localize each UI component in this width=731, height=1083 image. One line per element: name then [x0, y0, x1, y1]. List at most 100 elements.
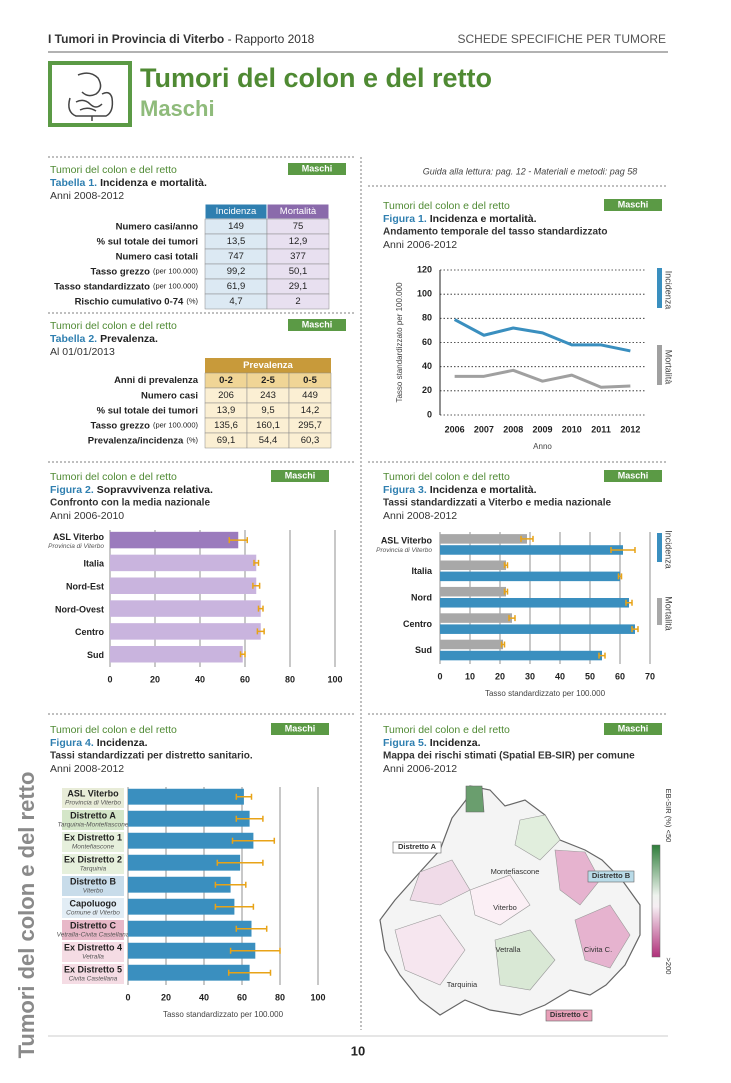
caption: Figura 1. Incidenza e mortalità. [383, 213, 537, 225]
bar [128, 876, 231, 893]
category-note: Civita Castellana [69, 976, 118, 983]
category-label: Ex Distretto 1 [64, 832, 122, 842]
row-label: Rischio cumulativo 0-74 (%) [75, 296, 199, 307]
district-box [545, 1009, 593, 1022]
legend-label: Mortalità [664, 596, 674, 631]
section-label: Tumori del colon e del retto [50, 164, 177, 176]
x-tick-label: 60 [240, 674, 250, 684]
bar [440, 624, 635, 634]
row-label-note: (per 100.000) [153, 281, 199, 290]
y-tick-label: 0 [427, 409, 432, 419]
category-label: Distretto A [70, 810, 116, 820]
cell: 54,4 [259, 435, 278, 446]
x-tick-label: 0 [107, 674, 112, 684]
label-bg [62, 964, 124, 984]
cell: 149 [228, 221, 244, 232]
badge-label: Maschi [618, 199, 649, 209]
category-label: Italia [83, 559, 105, 569]
label-bg [62, 876, 124, 896]
error-bar [253, 559, 260, 566]
cell: 99,2 [227, 266, 246, 277]
category-note: Comune di Viterbo [66, 910, 120, 917]
category-label: ASL Viterbo [53, 532, 105, 542]
y-tick-label: 20 [422, 385, 432, 395]
caption-title: Incidenza. [97, 737, 148, 749]
label-bg [62, 832, 124, 852]
badge [604, 723, 662, 735]
header-bold: I Tumori in Provincia di Viterbo [48, 32, 224, 46]
category-note: Provincia di Viterbo [376, 547, 432, 554]
x-tick-label: 2011 [591, 424, 611, 434]
category-label: Ex Distretto 2 [64, 854, 122, 864]
badge [604, 199, 662, 211]
row-label-text: % sul totale dei tumori [97, 405, 198, 416]
badge-label: Maschi [302, 163, 333, 173]
bar [110, 645, 243, 663]
row-label: Prevalenza/incidenza (%) [88, 435, 199, 446]
row-label-note: (per 100.000) [153, 420, 199, 429]
municipality [514, 814, 561, 861]
caption-title: Sopravvivenza relativa. [97, 484, 213, 496]
bar [128, 854, 241, 871]
error-bar [257, 605, 264, 612]
error-bar [214, 903, 255, 910]
error-bar [227, 969, 272, 976]
cell: 449 [302, 390, 318, 401]
x-tick-label: 60 [615, 671, 625, 681]
x-tick-label: 70 [645, 671, 655, 681]
caption-label: Figura 4. [50, 737, 94, 749]
bar [440, 650, 602, 661]
badge-label: Maschi [618, 470, 649, 480]
error-bar [503, 562, 509, 569]
row-label-text: Tasso grezzo [90, 420, 150, 431]
bar [440, 534, 527, 544]
error-bar [214, 881, 247, 888]
caption-title: Incidenza e mortalità. [430, 213, 537, 225]
x-tick-label: 20 [161, 992, 171, 1002]
category-label: Nord-Est [66, 581, 104, 591]
x-tick-label: 2006 [445, 424, 465, 434]
cell: 135,6 [214, 420, 238, 431]
legend-label: >200 [664, 958, 673, 975]
error-bar [239, 651, 246, 658]
error-bar [500, 641, 506, 648]
municipality [394, 914, 466, 986]
sidebar-title: Tumori del colon e del retto [14, 772, 39, 1059]
cell: 75 [293, 221, 304, 232]
y-tick-label: 120 [417, 264, 432, 274]
category-label: ASL Viterbo [67, 788, 119, 798]
table-header: Prevalenza [243, 360, 293, 371]
bar [440, 586, 506, 597]
label-bg [62, 788, 124, 808]
columns-label: Anni di prevalenza [114, 375, 199, 386]
x-axis-label: Anno [533, 442, 552, 451]
page-number: 10 [351, 1043, 365, 1058]
cell: 4,7 [229, 296, 242, 307]
category-label: ASL Viterbo [381, 536, 433, 546]
bar [128, 942, 256, 959]
line-series [453, 318, 631, 353]
row-label-text: Tasso grezzo [90, 266, 150, 277]
row-label-text: Numero casi/anno [116, 221, 199, 232]
town-label: Montefiascone [491, 867, 540, 876]
legend-label: Incidenza [664, 530, 674, 569]
district-label: Distretto B [592, 871, 631, 880]
column-header: Incidenza [216, 206, 257, 217]
caption-period: Al 01/01/2013 [50, 346, 115, 358]
cell: 160,1 [256, 420, 280, 431]
category-note: Provincia di Viterbo [65, 800, 121, 807]
error-bar [625, 599, 633, 606]
row-label: Tasso grezzo (per 100.000) [90, 266, 198, 277]
x-tick-label: 100 [310, 992, 325, 1002]
category-note: Vetralla [82, 954, 104, 961]
header-left: I Tumori in Provincia di Viterbo - Rappo… [48, 32, 315, 46]
x-tick-label: 0 [125, 992, 130, 1002]
x-axis-label: Tasso standardizzato per 100.000 [163, 1010, 284, 1019]
column-header: 0-2 [219, 375, 233, 386]
caption-title: Incidenza e mortalità. [430, 484, 537, 496]
category-label: Italia [411, 566, 433, 576]
error-bar [631, 626, 639, 633]
row-label-text: Rischio cumulativo 0-74 [75, 296, 184, 307]
row-label-note: (%) [186, 296, 198, 305]
